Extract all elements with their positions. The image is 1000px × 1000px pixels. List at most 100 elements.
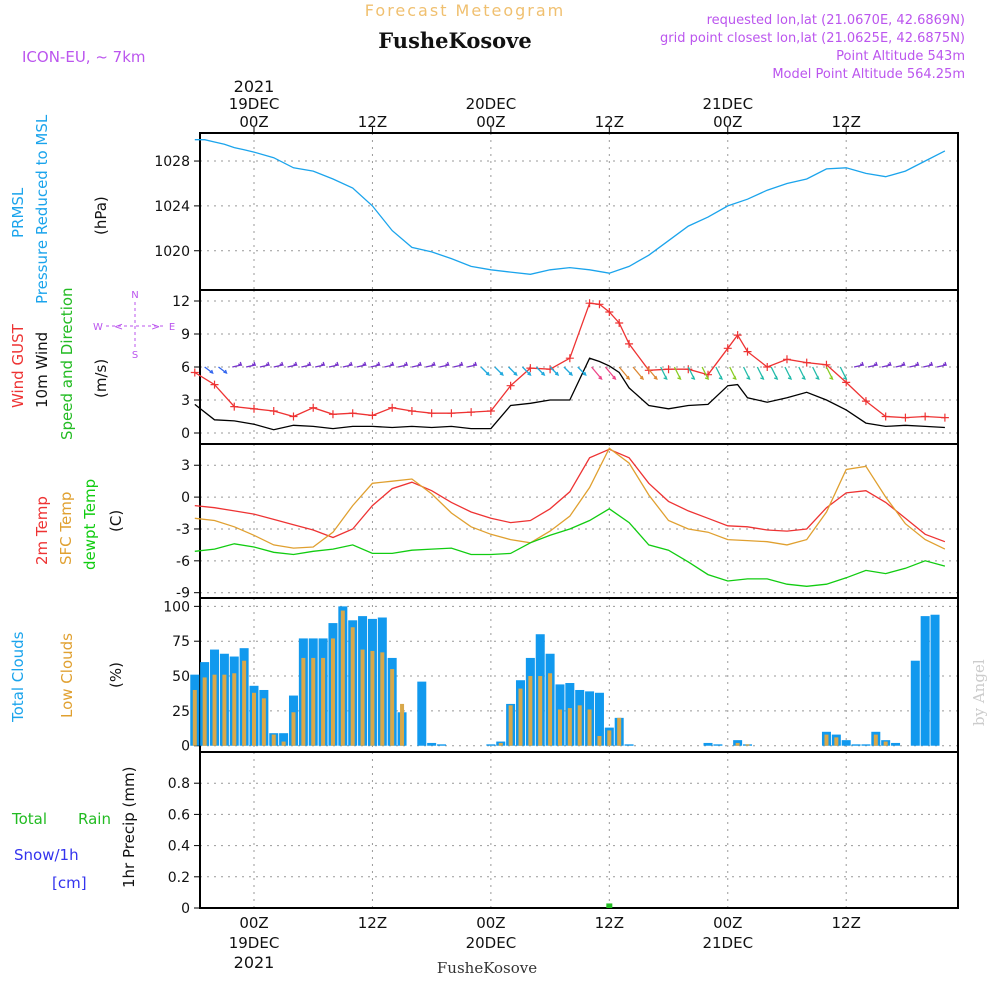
low-cloud-bar <box>607 730 612 746</box>
gust-marker <box>664 365 673 374</box>
gust-marker <box>368 411 377 420</box>
bottom-tick-label: 12Z <box>595 914 624 932</box>
y-tick-label-pressure: 1020 <box>154 244 190 260</box>
y-tick-label-wind: 3 <box>181 393 190 409</box>
wind-arrow-head <box>787 375 793 381</box>
location-title: FusheKosove <box>378 28 531 53</box>
wind-arrow <box>895 364 905 368</box>
y-tick-label-precip: 0.8 <box>168 776 190 792</box>
wind-arrow <box>301 364 311 368</box>
top-date-label: 21DEC <box>702 95 753 113</box>
y-tick-label-wind: 12 <box>172 294 190 310</box>
top-tick-label: 12Z <box>358 113 387 131</box>
top-date-label: 19DEC <box>229 95 280 113</box>
panel-temp: -9 -6 -3 0 3 <box>176 443 959 602</box>
low-cloud-bar <box>232 673 237 746</box>
wind-arrow-head <box>265 361 270 367</box>
wind-arrow <box>453 364 463 368</box>
low-cloud-bar <box>557 709 562 746</box>
bottom-tick-label: 12Z <box>832 914 861 932</box>
low-cloud-bar <box>252 692 256 746</box>
wind-arrow-head <box>746 375 751 381</box>
wind-arrow <box>604 366 616 380</box>
wind-arrow-head <box>459 361 464 367</box>
svg-text:<: < <box>114 320 123 333</box>
wind-arrow <box>632 366 644 380</box>
y-tick-label-temp: -3 <box>176 522 190 538</box>
wind-arrow-head <box>307 361 312 367</box>
bottom-date-label: 21DEC <box>702 934 753 952</box>
low-cloud-bar <box>577 705 582 746</box>
rain-bar <box>606 903 613 908</box>
wind-arrow <box>397 364 408 368</box>
gust-marker <box>506 381 515 390</box>
wind-arrow-head <box>209 369 214 375</box>
model-altitude: Model Point Altitude 564.25m <box>772 67 965 82</box>
pressure-label-prmsl: PRMSL <box>9 187 27 238</box>
top-tick-label: 00Z <box>476 113 505 131</box>
low-cloud-bar <box>873 734 878 746</box>
top-tick-label: 12Z <box>832 113 861 131</box>
gust-marker <box>861 397 870 406</box>
wind-arrow-head <box>873 361 878 367</box>
low-cloud-bar <box>567 708 572 746</box>
total-cloud-bar <box>841 740 851 746</box>
cloud-labels: Total Clouds Low Clouds (%) <box>9 631 125 723</box>
wind-arrow <box>867 364 878 368</box>
wind-arrow-head <box>677 375 682 381</box>
low-cloud-bar <box>834 737 839 746</box>
panel-frame <box>199 751 959 909</box>
requested-coords: requested lon,lat (21.0670E, 42.6869N) <box>707 13 965 28</box>
point-altitude: Point Altitude 543m <box>836 49 965 64</box>
wind-arrow <box>480 366 490 376</box>
temp-2m-line <box>194 448 946 543</box>
gust-marker <box>782 355 791 364</box>
wind-arrow-head <box>376 361 381 367</box>
wind-arrow-head <box>568 371 573 377</box>
total-cloud-bar <box>486 744 496 746</box>
wind-arrow-head <box>915 361 920 367</box>
total-cloud-bar <box>427 742 437 746</box>
temp-label-dewpt: dewpt Temp <box>81 479 99 570</box>
gust-marker <box>289 412 298 421</box>
low-cloud-bar <box>528 676 533 746</box>
bottom-tick-label: 00Z <box>476 914 505 932</box>
gust-marker <box>427 409 436 418</box>
low-cloud-bar <box>400 703 405 746</box>
gust-marker <box>388 403 397 412</box>
wind-arrow-head <box>445 361 450 367</box>
wind-arrow <box>287 364 297 368</box>
precip-label-total: Total <box>11 810 47 828</box>
wind-arrow <box>356 364 366 368</box>
total-cloud-bar <box>279 733 289 746</box>
wind-arrow-head <box>472 361 478 367</box>
gust-marker <box>901 413 910 422</box>
wind-arrow-head <box>598 375 603 381</box>
wind-arrow-head <box>732 375 737 381</box>
top-tick-label: 12Z <box>595 113 624 131</box>
precip-label-unit: 1hr Precip (mm) <box>120 767 138 888</box>
wind-arrow-head <box>334 361 340 367</box>
wind-arrow-head <box>928 361 934 367</box>
wind-arrow <box>370 364 380 368</box>
total-cloud-bar <box>910 660 920 746</box>
wind-arrow-head <box>663 375 668 381</box>
top-tick-label: 00Z <box>713 113 742 131</box>
temp-label-2m: 2m Temp <box>33 496 51 565</box>
total-cloud-bar <box>930 614 940 746</box>
wind-arrow-head <box>320 361 326 367</box>
low-cloud-bar <box>261 698 266 746</box>
y-tick-label-temp: -6 <box>176 554 190 570</box>
wind-arrow <box>273 364 283 368</box>
wind-arrow-head <box>625 375 631 381</box>
total-cloud-bar <box>437 744 447 746</box>
wind-arrow <box>245 364 256 368</box>
wind-arrow-head <box>639 375 645 381</box>
watermark: by Angel <box>970 659 988 726</box>
gust-marker <box>733 331 742 340</box>
wind-arrow <box>535 366 545 376</box>
y-tick-label-clouds: 0 <box>181 739 190 755</box>
wind-arrow-head <box>801 375 806 381</box>
y-tick-label-clouds: 25 <box>172 704 190 720</box>
gust-marker <box>802 358 811 367</box>
